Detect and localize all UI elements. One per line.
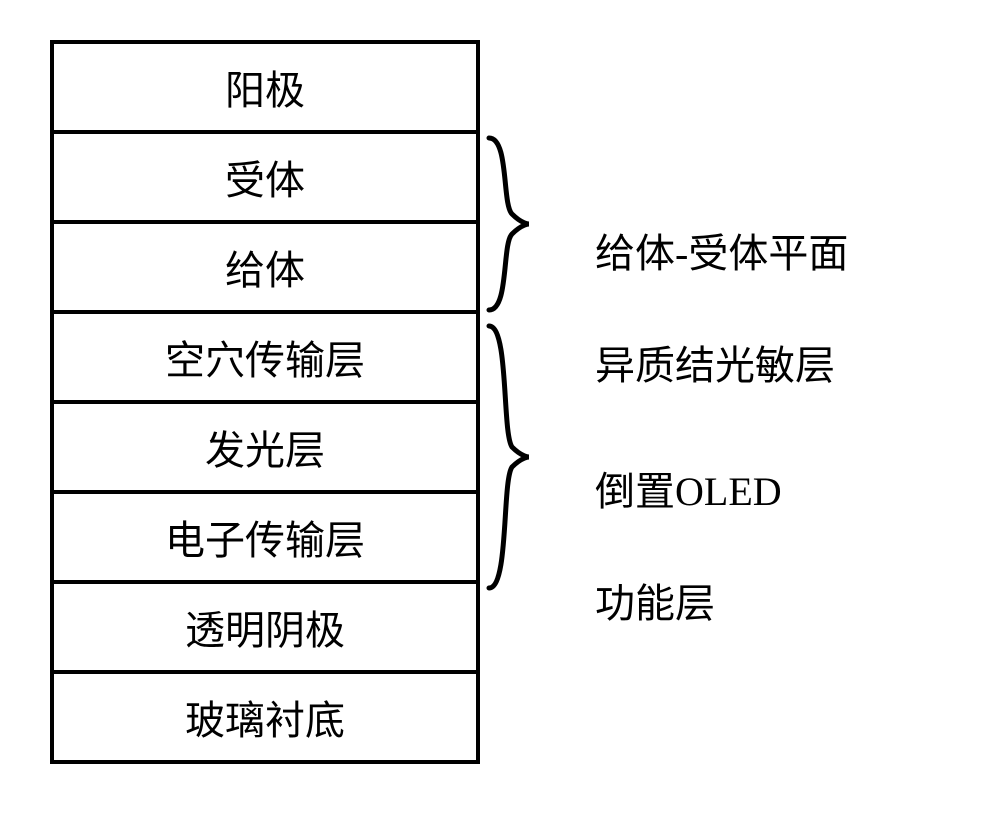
layer-label: 给体 xyxy=(225,238,305,296)
layer-label: 阳极 xyxy=(225,58,305,116)
annotation-line1: 倒置OLED xyxy=(595,469,782,514)
layer-label: 玻璃衬底 xyxy=(185,688,345,746)
layer-emissive: 发光层 xyxy=(54,404,476,494)
layer-label: 空穴传输层 xyxy=(165,328,365,386)
brace-photosensitive xyxy=(484,134,534,314)
layer-label: 透明阴极 xyxy=(185,598,345,656)
annotation-line2: 功能层 xyxy=(595,581,715,626)
layer-anode: 阳极 xyxy=(54,44,476,134)
layer-glass-substrate: 玻璃衬底 xyxy=(54,674,476,764)
layer-hole-transport: 空穴传输层 xyxy=(54,314,476,404)
annotation-line2: 异质结光敏层 xyxy=(595,343,835,388)
annotation-line1: 给体-受体平面 xyxy=(595,231,848,276)
layer-donor: 给体 xyxy=(54,224,476,314)
brace-oled xyxy=(484,322,534,592)
layer-label: 受体 xyxy=(225,148,305,206)
annotation-oled: 倒置OLED 功能层 xyxy=(555,408,782,688)
layer-label: 发光层 xyxy=(205,418,325,476)
layer-label: 电子传输层 xyxy=(165,508,365,566)
layer-electron-transport: 电子传输层 xyxy=(54,494,476,584)
layer-stack: 阳极 受体 给体 空穴传输层 发光层 电子传输层 透明阴极 玻璃衬底 xyxy=(50,40,480,764)
layer-acceptor: 受体 xyxy=(54,134,476,224)
layer-transparent-cathode: 透明阴极 xyxy=(54,584,476,674)
